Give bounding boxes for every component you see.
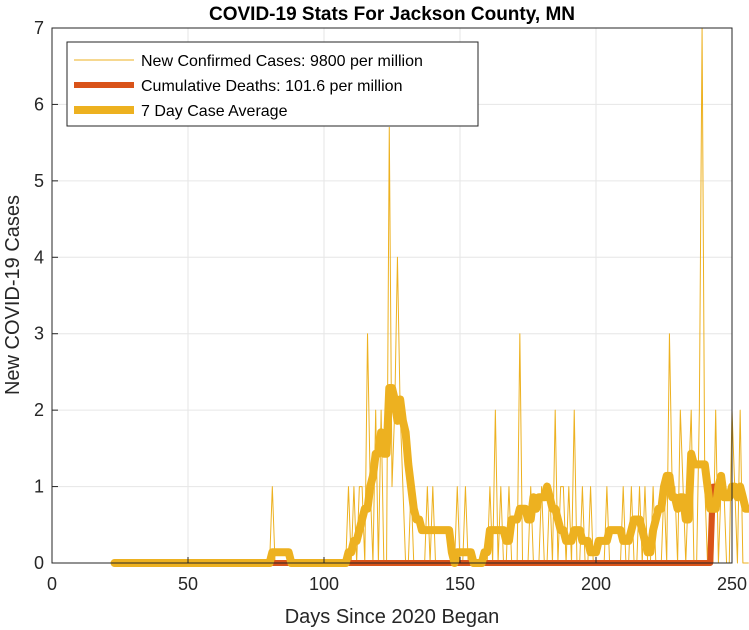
y-tick-label: 7 xyxy=(34,18,44,38)
y-tick-label: 4 xyxy=(34,247,44,267)
x-tick-label: 150 xyxy=(445,574,475,594)
x-tick-label: 50 xyxy=(178,574,198,594)
y-tick-label: 6 xyxy=(34,94,44,114)
legend-box xyxy=(66,41,479,127)
x-tick-label: 0 xyxy=(47,574,57,594)
y-tick-label: 1 xyxy=(34,477,44,497)
y-axis-label: New COVID-19 Cases xyxy=(2,195,24,395)
x-axis-label: Days Since 2020 Began xyxy=(285,606,500,628)
x-tick-label: 200 xyxy=(581,574,611,594)
legend-label-1: Cumulative Deaths: 101.6 per million xyxy=(141,78,402,95)
axes-box xyxy=(51,27,733,564)
y-tick-label: 3 xyxy=(34,324,44,344)
y-tick-label: 5 xyxy=(34,171,44,191)
chart-title: COVID-19 Stats For Jackson County, MN xyxy=(209,4,575,25)
legend-label-2: 7 Day Case Average xyxy=(141,103,288,120)
x-tick-label: 250 xyxy=(717,574,747,594)
y-tick-label: 2 xyxy=(34,400,44,420)
legend-label-0: New Confirmed Cases: 9800 per million xyxy=(141,53,423,70)
x-tick-label: 100 xyxy=(309,574,339,594)
ticks: 0 50 100 150 200 250 0 1 2 3 4 5 6 7 xyxy=(34,18,747,594)
y-tick-label: 0 xyxy=(34,553,44,573)
legend: New Confirmed Cases: 9800 per million Cum… xyxy=(66,41,479,127)
